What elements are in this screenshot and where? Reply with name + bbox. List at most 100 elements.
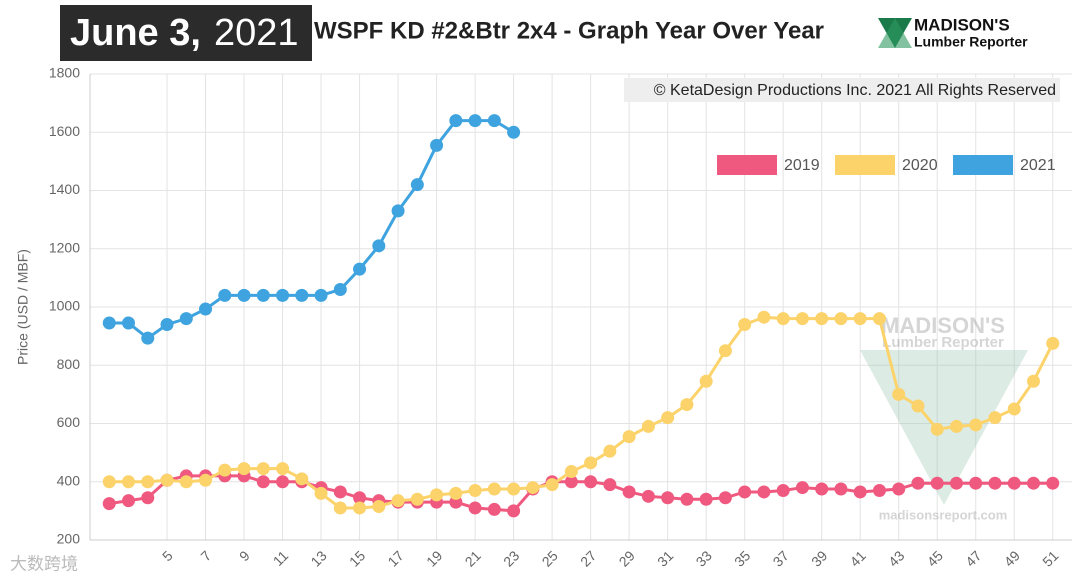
data-point bbox=[295, 288, 309, 302]
data-point bbox=[795, 481, 809, 495]
watermark-name: MADISON'S bbox=[881, 313, 1005, 338]
y-tick-label: 1400 bbox=[49, 181, 80, 197]
data-point bbox=[276, 462, 290, 476]
data-point bbox=[699, 492, 713, 506]
data-point bbox=[872, 483, 886, 497]
logo-name: MADISON'S bbox=[914, 15, 1010, 34]
data-point bbox=[661, 491, 675, 505]
x-tick-label: 11 bbox=[270, 547, 292, 569]
x-tick-label: 31 bbox=[654, 547, 676, 569]
y-tick-label: 200 bbox=[57, 531, 81, 547]
data-point bbox=[160, 473, 174, 487]
data-point bbox=[603, 478, 617, 492]
data-point bbox=[988, 411, 1002, 425]
data-point bbox=[449, 114, 463, 128]
x-tick-label: 23 bbox=[500, 547, 522, 569]
data-point bbox=[680, 398, 694, 412]
date-box bbox=[60, 5, 312, 61]
data-point bbox=[468, 114, 482, 128]
data-point bbox=[526, 481, 540, 495]
data-point bbox=[256, 288, 270, 302]
data-point bbox=[333, 485, 347, 499]
data-point bbox=[487, 502, 501, 516]
copyright: © KetaDesign Productions Inc. 2021 All R… bbox=[654, 82, 1056, 99]
x-tick-label: 17 bbox=[384, 547, 406, 569]
y-tick-label: 400 bbox=[57, 472, 81, 488]
data-point bbox=[487, 482, 501, 496]
data-point bbox=[256, 475, 270, 489]
data-point bbox=[738, 317, 752, 331]
legend-swatch bbox=[835, 155, 895, 175]
x-tick-label: 7 bbox=[197, 547, 214, 564]
data-point bbox=[353, 491, 367, 505]
data-point bbox=[584, 456, 598, 470]
x-tick-label: 27 bbox=[577, 547, 599, 569]
data-point bbox=[160, 317, 174, 331]
data-point bbox=[276, 288, 290, 302]
x-tick-label: 13 bbox=[307, 547, 329, 569]
data-point bbox=[776, 483, 790, 497]
data-point bbox=[892, 387, 906, 401]
data-point bbox=[853, 485, 867, 499]
x-tick-label: 45 bbox=[924, 547, 946, 569]
y-tick-label: 1200 bbox=[49, 239, 80, 255]
legend-label: 2021 bbox=[1020, 157, 1056, 174]
data-point bbox=[718, 491, 732, 505]
data-point bbox=[468, 501, 482, 515]
data-point bbox=[661, 411, 675, 425]
data-point bbox=[1046, 476, 1060, 490]
data-point bbox=[487, 114, 501, 128]
data-point bbox=[102, 497, 116, 511]
data-point bbox=[102, 316, 116, 330]
data-point bbox=[911, 476, 925, 490]
watermark-url: madisonsreport.com bbox=[879, 507, 1008, 522]
data-point bbox=[430, 138, 444, 152]
data-point bbox=[314, 486, 328, 500]
data-point bbox=[372, 500, 386, 514]
x-tick-label: 29 bbox=[616, 547, 638, 569]
data-point bbox=[949, 419, 963, 433]
data-point bbox=[815, 312, 829, 326]
x-tick-label: 25 bbox=[539, 547, 561, 569]
y-tick-label: 1800 bbox=[49, 65, 80, 81]
grid bbox=[90, 73, 1072, 541]
data-point bbox=[410, 178, 424, 192]
data-point bbox=[218, 463, 232, 477]
x-tick-label: 43 bbox=[885, 547, 907, 569]
corner-watermark: 大数跨境 bbox=[10, 554, 78, 573]
data-point bbox=[391, 204, 405, 218]
data-point bbox=[911, 399, 925, 413]
legend-label: 2019 bbox=[784, 157, 820, 174]
data-point bbox=[930, 422, 944, 436]
data-point bbox=[237, 462, 251, 476]
data-point bbox=[853, 312, 867, 326]
chart-title: WSPF KD #2&Btr 2x4 - Graph Year Over Yea… bbox=[314, 17, 824, 44]
data-point bbox=[622, 430, 636, 444]
y-axis-label: Price (USD / MBF) bbox=[15, 249, 31, 365]
logo-icon bbox=[878, 18, 912, 48]
data-point bbox=[199, 302, 213, 316]
x-tick-label: 41 bbox=[847, 547, 869, 569]
x-tick-label: 5 bbox=[159, 547, 176, 564]
data-point bbox=[949, 476, 963, 490]
x-tick-label: 9 bbox=[236, 547, 253, 564]
data-point bbox=[834, 312, 848, 326]
x-tick-label: 33 bbox=[693, 547, 715, 569]
legend-swatch bbox=[953, 155, 1013, 175]
logo-sub: Lumber Reporter bbox=[914, 34, 1028, 50]
data-point bbox=[333, 283, 347, 297]
data-point bbox=[584, 475, 598, 489]
data-point bbox=[892, 482, 906, 496]
x-tick-label: 21 bbox=[462, 547, 484, 569]
data-point bbox=[738, 485, 752, 499]
x-tick-label: 49 bbox=[1001, 547, 1023, 569]
data-point bbox=[507, 125, 521, 139]
data-point bbox=[199, 473, 213, 487]
y-tick-label: 600 bbox=[57, 414, 81, 430]
data-point bbox=[102, 475, 116, 489]
data-point bbox=[1007, 402, 1021, 416]
data-point bbox=[507, 482, 521, 496]
data-point bbox=[391, 494, 405, 508]
data-point bbox=[122, 475, 136, 489]
